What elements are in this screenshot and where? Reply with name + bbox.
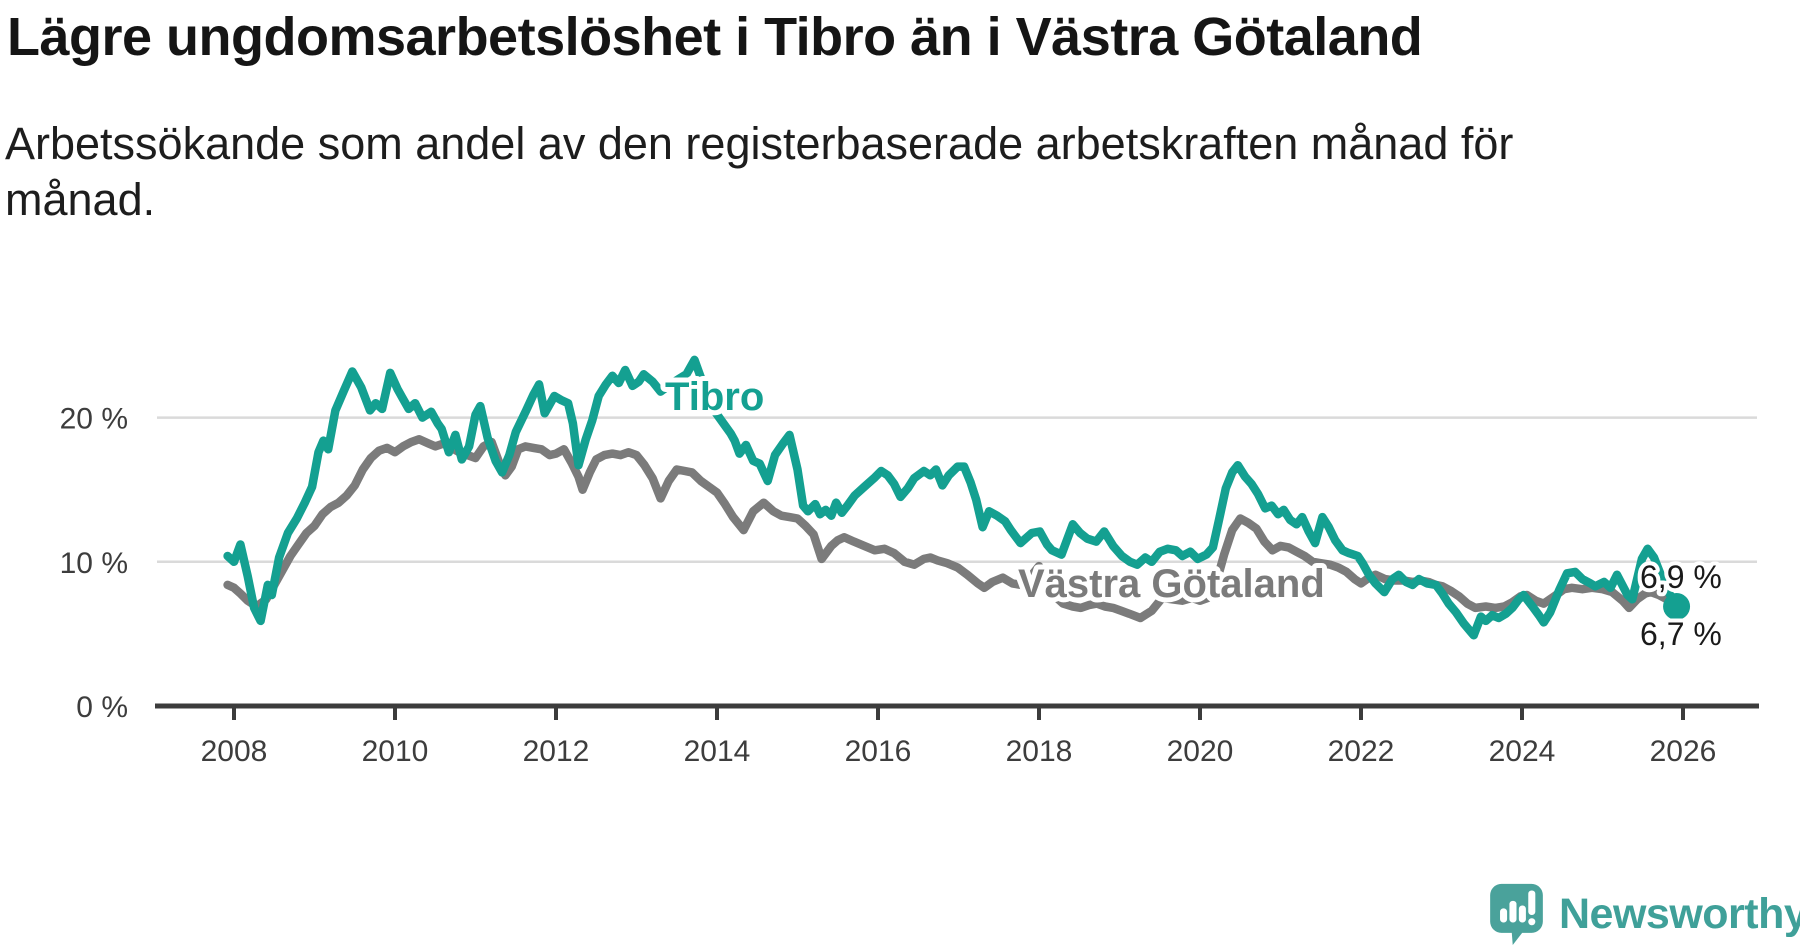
subtitle-line-1: Arbetssökande som andel av den registerb…	[5, 118, 1514, 169]
x-axis-label-2010: 2010	[362, 735, 429, 768]
y-axis-label-0: 0 %	[76, 691, 128, 724]
x-axis-label-2012: 2012	[523, 735, 590, 768]
y-axis-label-10: 10 %	[60, 547, 128, 580]
end-value-label-tibro: 6,9 %	[1640, 559, 1722, 595]
series-label-vastra-gotaland: Västra Götaland	[1018, 562, 1325, 606]
newsworthy-logo[interactable]: Newsworthy	[1488, 882, 1800, 946]
exclamation-dot-icon	[1528, 918, 1536, 926]
x-axis-label-2008: 2008	[201, 735, 268, 768]
x-axis-label-2018: 2018	[1006, 735, 1073, 768]
x-axis-label-2020: 2020	[1167, 735, 1234, 768]
x-axis-label-2026: 2026	[1650, 735, 1717, 768]
x-axis-label-2024: 2024	[1489, 735, 1556, 768]
series-line-vastra-gotaland	[223, 434, 1681, 623]
bar-icon-small	[1500, 908, 1508, 923]
end-value-label-vastra-gotaland: 6,7 %	[1640, 616, 1722, 652]
bar-icon-tall	[1509, 900, 1517, 923]
x-axis-label-2016: 2016	[845, 735, 912, 768]
chart-subtitle: Arbetssökande som andel av den registerb…	[5, 116, 1705, 228]
exclamation-bar-icon	[1528, 890, 1536, 915]
newsworthy-speech-bubble-chart-icon	[1490, 883, 1543, 946]
brand-name: Newsworthy	[1559, 889, 1800, 938]
x-axis-label-2022: 2022	[1328, 735, 1395, 768]
x-axis-label-2014: 2014	[684, 735, 751, 768]
page-title: Lägre ungdomsarbetslöshet i Tibro än i V…	[7, 7, 1423, 67]
subtitle-line-2: månad.	[5, 174, 156, 225]
series-line-tibro	[223, 355, 1681, 640]
series-end-dot-tibro	[1663, 593, 1691, 621]
series-label-tibro: Tibro	[665, 375, 764, 419]
y-axis-label-20: 20 %	[60, 403, 128, 436]
bar-icon-medium	[1518, 905, 1526, 923]
